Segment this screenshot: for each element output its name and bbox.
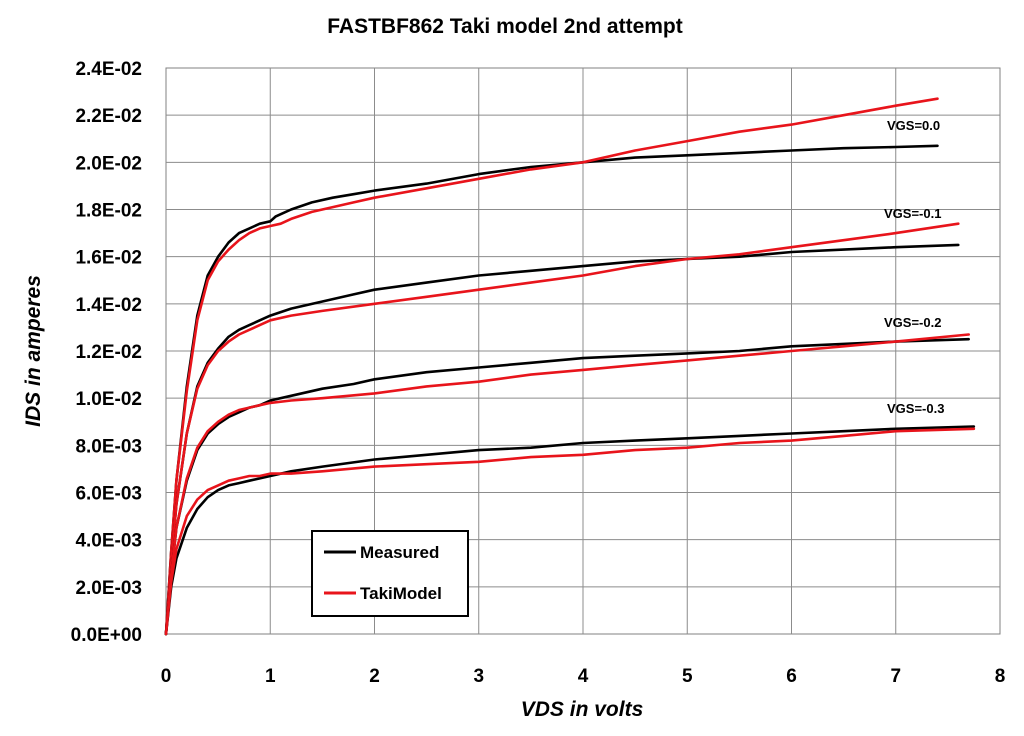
vgs-annotation: VGS=-0.2 <box>884 315 941 330</box>
chart-title: FASTBF862 Taki model 2nd attempt <box>327 15 683 38</box>
vgs-annotation: VGS=-0.3 <box>887 401 944 416</box>
x-tick-label: 2 <box>369 666 380 687</box>
y-tick-label: 0.0E+00 <box>71 625 142 646</box>
x-tick-label: 8 <box>995 666 1006 687</box>
gridlines <box>166 68 1000 634</box>
x-tick-label: 6 <box>786 666 797 687</box>
series-line-takimodel-vgs-0-0 <box>164 97 939 636</box>
x-tick-label: 4 <box>578 666 589 687</box>
y-tick-label: 4.0E-03 <box>75 531 142 552</box>
series-line-measured-vgs-0-3 <box>164 425 976 636</box>
series-line-measured-vgs-0-2 <box>164 337 970 636</box>
series-line-measured-vgs-0-1 <box>164 243 960 636</box>
series-lines <box>164 97 976 636</box>
y-tick-label: 1.6E-02 <box>75 248 142 269</box>
series-line-takimodel-vgs-0-1 <box>164 222 960 636</box>
legend-label-measured: Measured <box>360 543 439 562</box>
y-tick-label: 8.0E-03 <box>75 436 142 457</box>
x-tick-label: 3 <box>473 666 484 687</box>
y-tick-label: 1.0E-02 <box>75 389 142 410</box>
vgs-annotation: VGS=0.0 <box>887 118 940 133</box>
legend-label-takimodel: TakiModel <box>360 584 442 603</box>
vgs-annotations: VGS=0.0 VGS=-0.1 VGS=-0.2 VGS=-0.3 <box>884 118 944 416</box>
series-line-takimodel-vgs-0-2 <box>164 333 970 636</box>
y-tick-label: 2.2E-02 <box>75 106 142 127</box>
legend: Measured TakiModel <box>311 530 469 617</box>
vgs-annotation: VGS=-0.1 <box>884 206 941 221</box>
x-axis-label: VDS in volts <box>521 698 644 721</box>
series-line-measured-vgs-0-0 <box>164 144 939 636</box>
x-tick-label: 7 <box>890 666 901 687</box>
y-tick-label: 1.8E-02 <box>75 201 142 222</box>
y-tick-label: 2.4E-02 <box>75 59 142 80</box>
y-axis-label: IDS in amperes <box>22 275 45 427</box>
y-tick-label: 2.0E-03 <box>75 578 142 599</box>
y-tick-label: 2.0E-02 <box>75 153 142 174</box>
y-axis-ticks: 0.0E+00 2.0E-03 4.0E-03 6.0E-03 8.0E-03 1.0E-… <box>71 59 142 646</box>
series-line-takimodel-vgs-0-3 <box>164 427 976 636</box>
x-tick-label: 0 <box>161 666 172 687</box>
x-tick-label: 1 <box>265 666 276 687</box>
legend-box <box>311 530 469 617</box>
x-tick-label: 5 <box>682 666 693 687</box>
x-axis-ticks: 0 1 2 3 4 5 6 7 8 <box>161 666 1006 687</box>
y-tick-label: 1.4E-02 <box>75 295 142 316</box>
y-tick-label: 1.2E-02 <box>75 342 142 363</box>
y-tick-label: 6.0E-03 <box>75 484 142 505</box>
